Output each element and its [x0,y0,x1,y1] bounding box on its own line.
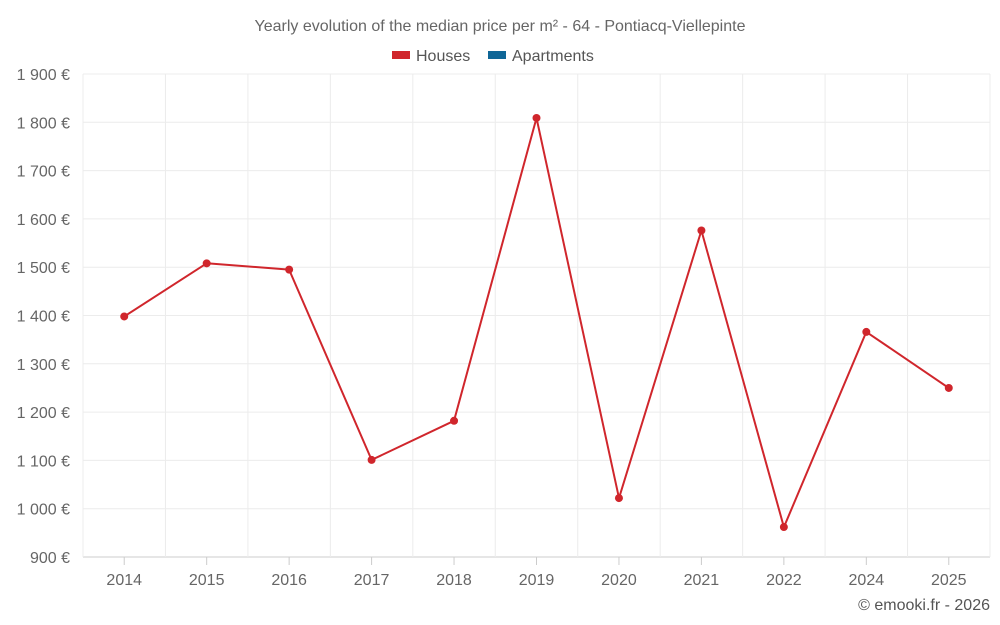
legend-label-houses: Houses [416,48,470,65]
chart-title: Yearly evolution of the median price per… [255,18,746,35]
legend-item-apartments[interactable]: Apartments [488,48,594,65]
legend-swatch-houses [392,51,410,59]
data-point-houses-2022[interactable] [779,523,788,532]
x-tick-label: 2021 [684,572,720,589]
y-tick-label: 900 € [30,550,70,567]
y-tick-label: 1 600 € [17,212,70,229]
data-point-houses-2016[interactable] [285,265,294,274]
y-tick-label: 1 300 € [17,357,70,374]
y-tick-label: 1 400 € [17,309,70,326]
data-point-houses-2024[interactable] [862,327,871,336]
x-tick-label: 2018 [436,572,472,589]
x-tick-label: 2024 [849,572,885,589]
x-tick-label: 2014 [106,572,142,589]
data-point-houses-2021[interactable] [697,226,706,235]
data-point-houses-2018[interactable] [450,416,459,425]
x-tick-label: 2016 [271,572,307,589]
y-tick-label: 1 700 € [17,164,70,181]
x-tick-label: 2022 [766,572,802,589]
x-tick-label: 2020 [601,572,637,589]
x-tick-label: 2017 [354,572,390,589]
credit-text: © emooki.fr - 2026 [858,597,990,614]
x-tick-label: 2019 [519,572,555,589]
y-axis: 900 € 1 000 € 1 100 € 1 200 € 1 300 € 1 400 €… [17,67,70,567]
data-point-houses-2015[interactable] [202,259,211,268]
data-point-houses-2020[interactable] [614,494,623,503]
y-tick-label: 1 800 € [17,115,70,132]
data-point-houses-2019[interactable] [532,113,541,122]
legend-label-apartments: Apartments [512,48,594,65]
legend-swatch-apartments [488,51,506,59]
x-axis: 2014 2015 2016 2017 2018 2019 2020 2021 2022 2024… [106,557,967,589]
x-tick-label: 2025 [931,572,967,589]
y-tick-label: 1 500 € [17,260,70,277]
y-tick-label: 1 100 € [17,453,70,470]
data-point-houses-2014[interactable] [120,312,129,321]
data-point-houses-2025[interactable] [944,383,953,392]
series-houses [120,113,953,532]
y-tick-label: 1 900 € [17,67,70,84]
data-point-houses-2017[interactable] [367,455,376,464]
legend-item-houses[interactable]: Houses [392,48,470,65]
y-tick-label: 1 000 € [17,502,70,519]
x-tick-label: 2015 [189,572,225,589]
grid [82,73,991,558]
legend: Houses Apartments [392,48,594,65]
y-tick-label: 1 200 € [17,405,70,422]
